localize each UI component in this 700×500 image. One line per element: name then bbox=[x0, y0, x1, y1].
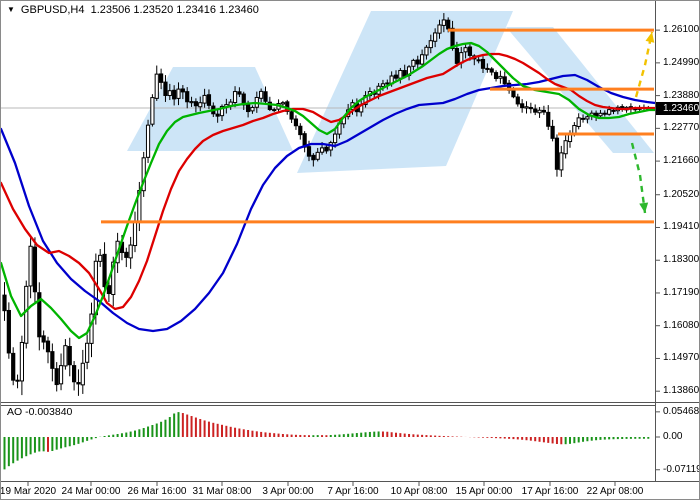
price-axis-label: 1.19410 bbox=[663, 221, 700, 233]
ao-histogram bbox=[3, 412, 650, 470]
price-axis-label: 1.17190 bbox=[663, 286, 700, 298]
forecast-arrow bbox=[630, 142, 647, 214]
price-axis-label: 1.22770 bbox=[663, 122, 700, 134]
symbol-dropdown-icon[interactable]: ▼ bbox=[7, 5, 15, 14]
forecast-arrow-head bbox=[645, 32, 655, 43]
current-price-box: 1.23460 bbox=[656, 101, 699, 115]
price-axis-label: 1.14970 bbox=[663, 352, 700, 364]
ao-axis-label: -0.071199 bbox=[663, 463, 699, 475]
price-axis-label: 1.20520 bbox=[663, 188, 700, 200]
price-axis-label: 1.13860 bbox=[663, 385, 700, 397]
time-axis-label: 22 Apr 08:00 bbox=[586, 486, 644, 497]
price-axis-label: 1.23880 bbox=[663, 89, 700, 101]
trend-highlight-shape bbox=[297, 11, 513, 173]
price-axis-label: 1.24990 bbox=[663, 56, 700, 68]
ao-axis-label: 0.00 bbox=[663, 431, 683, 442]
time-axis-label: 24 Mar 00:00 bbox=[61, 486, 121, 497]
price-axis-label: 1.16080 bbox=[663, 319, 700, 331]
time-axis-label: 31 Mar 08:00 bbox=[192, 486, 252, 497]
time-axis-label: 3 Apr 00:00 bbox=[262, 486, 314, 497]
ao-axis-label: 0.05468 bbox=[663, 405, 700, 417]
forecast-arrow-head bbox=[639, 202, 649, 213]
time-axis-label: 10 Apr 08:00 bbox=[390, 486, 448, 497]
time-axis-label: 26 Mar 16:00 bbox=[127, 486, 187, 497]
price-axis-label: 1.26100 bbox=[663, 24, 700, 36]
candlesticks bbox=[2, 13, 651, 396]
ma-line-medium bbox=[1, 52, 657, 311]
time-axis-label: 19 Mar 2020 bbox=[0, 486, 57, 497]
ma-line-fast bbox=[1, 41, 657, 340]
time-axis-label: 17 Apr 16:00 bbox=[521, 486, 579, 497]
forecast-arrow bbox=[634, 31, 654, 98]
ao-indicator-label: AO -0.003840 bbox=[7, 406, 73, 418]
price-axis-label: 1.21660 bbox=[663, 155, 700, 167]
time-axis-label: 15 Apr 00:00 bbox=[455, 486, 513, 497]
price-axis-label: 1.18300 bbox=[663, 254, 700, 266]
chart-title-text: GBPUSD,H4 1.23506 1.23520 1.23416 1.2346… bbox=[20, 4, 259, 16]
chart-title: ▼ GBPUSD,H4 1.23506 1.23520 1.23416 1.23… bbox=[7, 4, 259, 16]
ma-line-slow bbox=[1, 73, 657, 333]
time-axis-label: 7 Apr 16:00 bbox=[327, 486, 379, 497]
